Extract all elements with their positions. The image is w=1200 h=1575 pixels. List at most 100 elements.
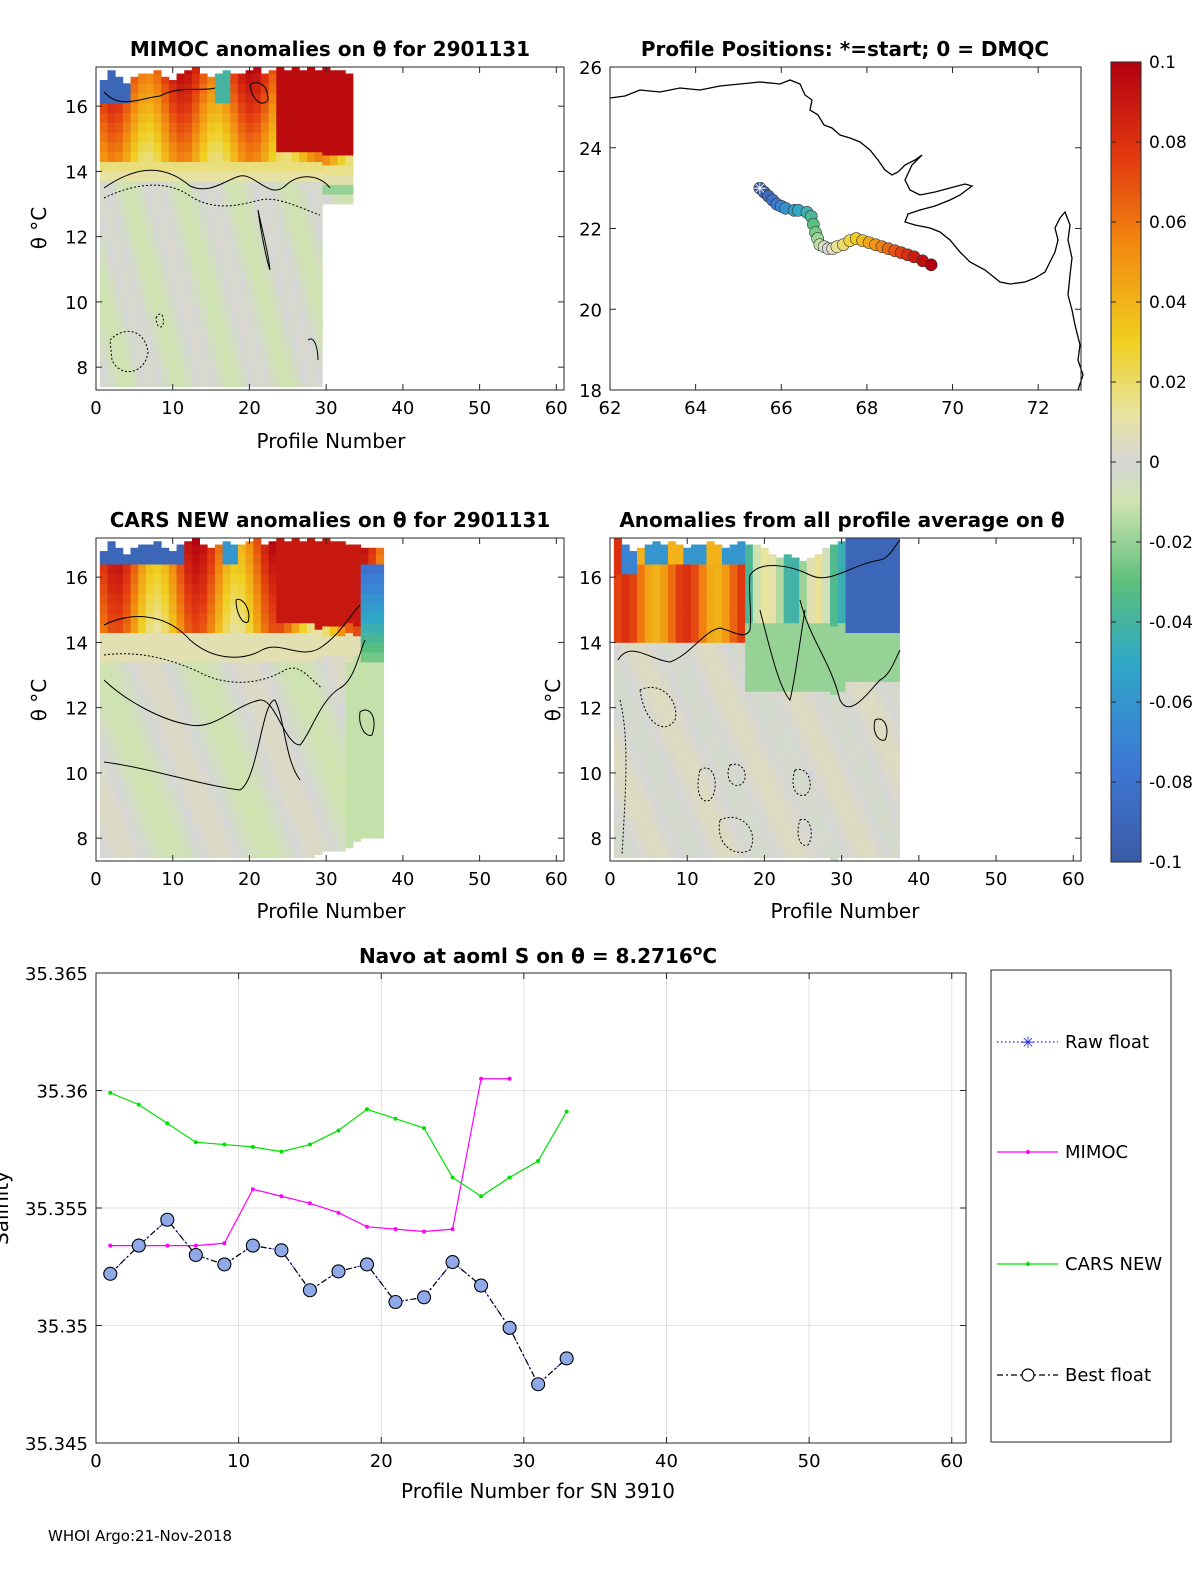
heat-cell — [814, 838, 823, 849]
heat-cell — [876, 759, 885, 771]
heat-cell — [299, 200, 308, 211]
heat-cell — [184, 328, 193, 339]
heat-cell — [107, 622, 116, 634]
heat-cell — [207, 593, 216, 604]
heat-cell — [337, 772, 346, 784]
heat-cell — [353, 802, 362, 813]
heat-cell — [222, 779, 231, 790]
heat-cell — [122, 789, 131, 800]
heat-cell — [721, 789, 731, 800]
heat-cell — [644, 613, 653, 624]
heat-cell — [122, 564, 131, 575]
heat-cell — [845, 750, 854, 761]
heat-cell — [644, 720, 653, 731]
heat-cell — [222, 701, 231, 712]
heat-cell — [145, 230, 154, 241]
heat-cell — [107, 239, 116, 251]
heat-cell — [891, 564, 900, 575]
heat-cell — [737, 583, 746, 594]
heat-cell — [314, 70, 323, 74]
heat-cell — [191, 583, 200, 594]
heat-cell — [268, 239, 277, 251]
heat-cell — [260, 544, 270, 555]
best-float-marker — [416, 1290, 432, 1305]
heat-cell — [683, 799, 692, 810]
heat-cell — [107, 347, 116, 358]
heat-cell — [683, 838, 692, 849]
heat-cell — [776, 593, 785, 604]
heat-cell — [145, 328, 154, 339]
heat-cell — [837, 740, 846, 751]
heat-cell — [683, 622, 692, 634]
heat-cell — [714, 642, 723, 653]
heat-cell — [637, 642, 646, 653]
heat-cell — [637, 554, 646, 565]
heat-cell — [629, 593, 638, 604]
heat-cell — [306, 181, 316, 192]
heat-cell — [145, 642, 154, 653]
heat-cell — [837, 603, 846, 614]
heat-cell — [253, 681, 262, 692]
heat-cell — [314, 658, 323, 669]
heat-cell — [299, 220, 308, 231]
y-tick-label: 12 — [65, 228, 88, 249]
heat-cell — [276, 661, 285, 673]
heat-cell — [107, 769, 116, 780]
heat-cell — [207, 642, 216, 653]
heat-cell — [752, 544, 761, 555]
heat-cell — [122, 347, 131, 358]
heat-cell — [260, 122, 270, 133]
heat-cell — [253, 808, 262, 819]
heat-cell — [291, 750, 300, 761]
heat-cell — [191, 554, 200, 565]
heat-cell — [168, 308, 177, 319]
heat-cell — [698, 799, 707, 810]
heat-cell — [122, 112, 131, 123]
heat-cell — [822, 720, 831, 731]
heat-cell — [130, 710, 139, 722]
heat-cell — [299, 681, 308, 692]
heat-cell — [276, 269, 285, 280]
heat-cell — [729, 740, 738, 751]
heat-cell — [283, 249, 293, 260]
heat-cell — [260, 367, 270, 378]
heat-cell — [768, 622, 777, 634]
heat-cell — [191, 279, 200, 290]
heat-cell — [145, 554, 154, 565]
heat-cell — [652, 847, 661, 859]
heat-cell — [822, 799, 831, 810]
heat-cell — [652, 554, 661, 565]
heat-cell — [337, 567, 346, 578]
heat-cell — [884, 779, 893, 790]
heat-cell — [860, 701, 870, 712]
heat-cell — [714, 681, 723, 692]
heat-cell — [107, 701, 116, 712]
heat-cell — [291, 67, 300, 74]
heat-cell — [145, 337, 154, 348]
heat-cell — [268, 818, 277, 829]
heat-cell — [161, 564, 170, 575]
heat-cell — [122, 93, 131, 104]
heat-cell — [691, 838, 700, 849]
x-tick-label: 20 — [238, 398, 261, 419]
heat-cell — [184, 730, 193, 741]
heat-cell — [768, 847, 777, 859]
heat-cell — [230, 564, 239, 575]
heat-cell — [737, 642, 746, 653]
heat-cell — [222, 230, 231, 241]
heat-cell — [214, 838, 223, 849]
heat-cell — [306, 564, 316, 575]
heat-cell — [122, 583, 131, 594]
heat-cell — [853, 554, 862, 565]
heat-cell — [637, 661, 646, 673]
heat-cell — [314, 73, 323, 84]
allavg-panel: Anomalies from all profile average on θ … — [541, 508, 1085, 923]
heat-cell — [283, 337, 293, 348]
cars-panel: CARS NEW anomalies on θ for 2901131 0 10 2… — [27, 508, 568, 923]
heat-cell — [791, 818, 800, 829]
heat-cell — [621, 847, 630, 859]
heat-cell — [115, 769, 124, 780]
heat-cell — [868, 808, 877, 819]
heat-cell — [299, 838, 308, 849]
heat-cell — [253, 710, 262, 722]
